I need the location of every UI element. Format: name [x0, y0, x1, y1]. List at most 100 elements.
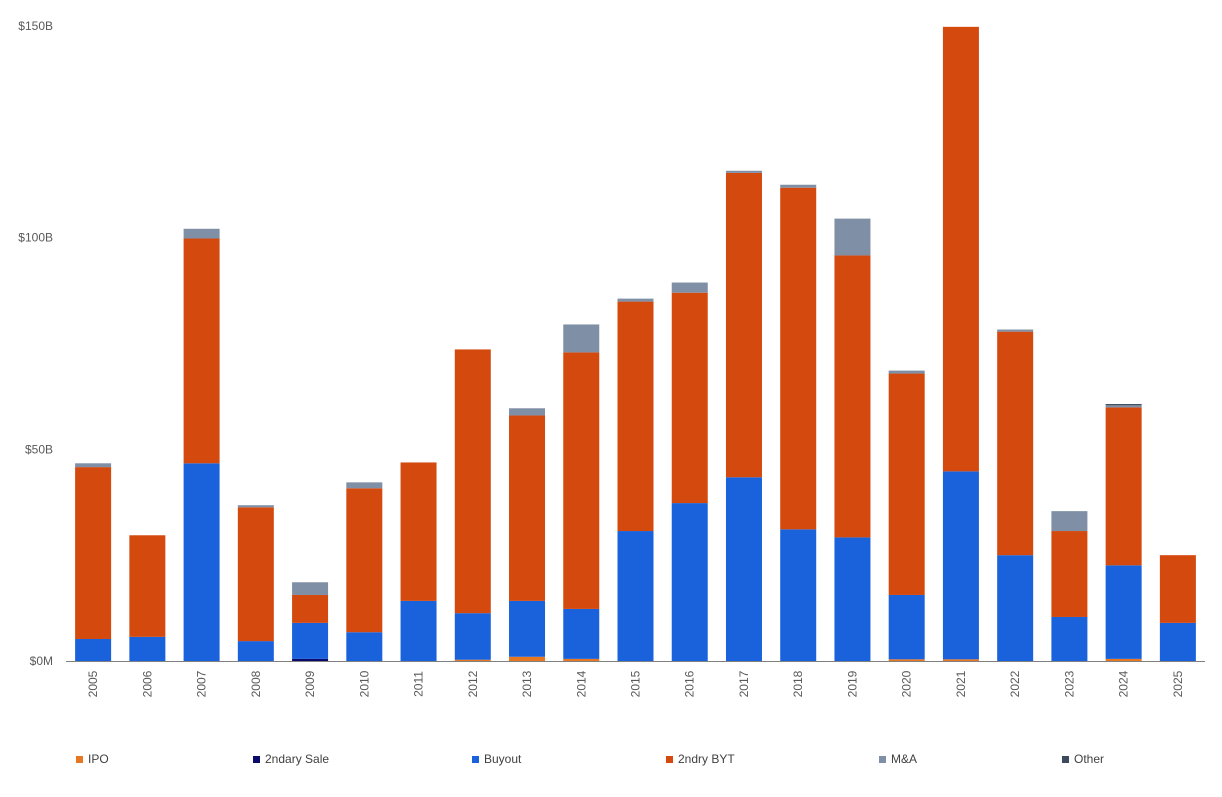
bar-segment-2ndry-byt-2008: [237, 507, 274, 642]
bar-segment-m-a-2010: [346, 482, 383, 489]
bar-segment-m-a-2008: [237, 505, 274, 508]
bar-segment-2ndry-byt-2022: [997, 331, 1034, 556]
bar-segment-m-a-2024: [1105, 405, 1142, 408]
y-tick-label: $150B: [18, 19, 53, 33]
x-tick-label: 2012: [466, 670, 480, 697]
bar-segment-buyout-2015: [617, 531, 654, 661]
x-tick-label: 2023: [1062, 670, 1076, 697]
legend-swatch: [879, 755, 886, 763]
bar-segment-2ndry-byt-2015: [617, 301, 654, 532]
legend-item[interactable]: IPO: [76, 752, 109, 766]
x-tick-label: 2009: [303, 670, 317, 697]
bar-segment-m-a-2020: [888, 370, 925, 374]
legend-label: IPO: [88, 752, 109, 766]
bar-segment-m-a-2017: [725, 170, 762, 173]
bar-segment-m-a-2019: [834, 218, 871, 256]
bar-segment-buyout-2014: [563, 608, 600, 659]
legend-item[interactable]: 2ndry BYT: [666, 752, 735, 766]
bar-segment-buyout-2007: [183, 463, 220, 661]
legend-swatch: [472, 755, 479, 763]
legend-label: Other: [1074, 752, 1105, 766]
bar-segment-2ndry-byt-2011: [400, 462, 437, 601]
bar-segment-m-a-2007: [183, 228, 220, 239]
bar-segment-m-a-2022: [997, 329, 1034, 332]
bar-segment-ipo-2024: [1105, 658, 1142, 661]
x-tick-label: 2014: [574, 670, 588, 697]
x-tick-label: 2025: [1171, 670, 1185, 697]
x-tick-label: 2015: [629, 670, 643, 697]
legend-label: 2ndry BYT: [678, 752, 735, 766]
bar-segment-m-a-2009: [292, 582, 329, 595]
bar-segment-2ndry-byt-2019: [834, 255, 871, 538]
stacked-bar-chart: $0M $50B $100B $150B 2005 2006 2007 2008 2009 20…: [18, 19, 1205, 697]
bar-segment-2ndry-byt-2005: [75, 467, 112, 639]
bar-segment-buyout-2024: [1105, 565, 1142, 659]
bar-segment-buyout-2012: [454, 613, 491, 660]
bar-segment-m-a-2015: [617, 298, 654, 302]
bar-segment-2ndry-byt-2006: [129, 535, 166, 637]
bar-segment-2ndry-byt-2017: [725, 172, 762, 478]
bar-segment-2ndry-byt-2009: [292, 594, 329, 623]
x-tick-label: 2005: [86, 670, 100, 697]
x-tick-label: 2016: [683, 670, 697, 697]
legend-item[interactable]: Other: [1062, 752, 1104, 766]
bar-segment-m-a-2023: [1051, 511, 1088, 532]
bar-segment-2ndry-byt-2007: [183, 238, 220, 464]
legend-swatch: [253, 755, 260, 763]
bar-segment-buyout-2006: [129, 636, 166, 661]
bar-segment-other-2024: [1105, 404, 1142, 406]
x-tick-label: 2011: [412, 671, 426, 697]
bar-segment-buyout-2010: [346, 632, 383, 661]
bar-segment-ipo-2020: [888, 659, 925, 661]
bar-segment-buyout-2009: [292, 622, 329, 659]
x-tick-label: 2013: [520, 670, 534, 697]
bar-segment-buyout-2011: [400, 600, 437, 661]
bar-segment-m-a-2014: [563, 324, 600, 353]
bar-segment-m-a-2005: [75, 463, 112, 468]
legend-label: M&A: [891, 752, 918, 766]
legend-swatch: [666, 755, 673, 763]
x-tick-label: 2010: [357, 670, 371, 697]
bar-segment-2ndry-byt-2016: [671, 292, 708, 504]
legend-item[interactable]: M&A: [879, 752, 917, 766]
bar-segment-2ndry-byt-2012: [454, 349, 491, 614]
y-tick-label: $0M: [30, 654, 53, 668]
bar-segment-m-a-2013: [509, 408, 546, 416]
bar-segment-2ndry-byt-2014: [563, 352, 600, 609]
bar-segment-2ndary-sale-2009: [292, 658, 329, 661]
bar-segment-buyout-2013: [509, 600, 546, 657]
x-tick-label: 2008: [249, 670, 263, 697]
bar-segment-2ndry-byt-2024: [1105, 407, 1142, 566]
x-tick-label: 2020: [900, 670, 914, 697]
bar-segment-buyout-2016: [671, 503, 708, 661]
x-tick-label: 2022: [1008, 670, 1022, 697]
bar-segment-2ndry-byt-2010: [346, 488, 383, 633]
legend-item[interactable]: Buyout: [472, 752, 521, 766]
bar-segment-buyout-2017: [725, 477, 762, 661]
bar-segment-2ndry-byt-2013: [509, 415, 546, 601]
bar-segment-buyout-2008: [237, 641, 274, 661]
bar-segment-ipo-2014: [563, 658, 600, 661]
legend-swatch: [76, 755, 83, 763]
x-tick-label: 2021: [954, 670, 968, 697]
legend-label: 2ndary Sale: [265, 752, 330, 766]
x-tick-label: 2007: [195, 670, 209, 697]
bar-segment-buyout-2005: [75, 638, 112, 661]
bar-segment-ipo-2012: [454, 659, 491, 661]
bar-segment-buyout-2019: [834, 537, 871, 661]
x-tick-label: 2018: [791, 670, 805, 697]
bar-segment-buyout-2025: [1159, 622, 1196, 661]
x-tick-label: 2006: [140, 670, 154, 697]
bar-segment-2ndry-byt-2021: [942, 26, 979, 472]
legend-swatch: [1062, 755, 1069, 763]
x-tick-label: 2019: [845, 670, 859, 697]
bar-segment-buyout-2021: [942, 471, 979, 660]
bar-segment-buyout-2022: [997, 555, 1034, 661]
legend-label: Buyout: [484, 752, 522, 766]
bar-segment-buyout-2018: [780, 529, 817, 661]
bar-segment-m-a-2016: [671, 282, 708, 293]
bar-segment-ipo-2013: [509, 656, 546, 661]
bar-segment-2ndry-byt-2018: [780, 187, 817, 530]
legend-item[interactable]: 2ndary Sale: [253, 752, 329, 766]
